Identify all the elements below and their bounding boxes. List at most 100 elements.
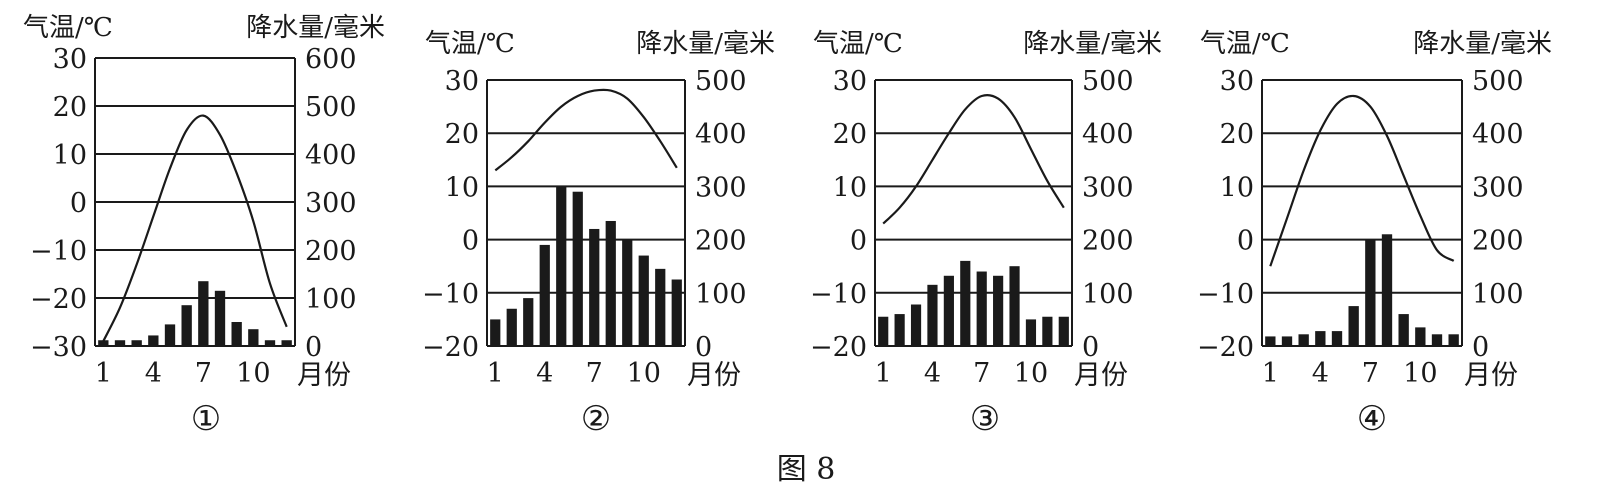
precip-bar [1281,336,1293,346]
temp-tick-label: 0 [462,226,479,257]
precip-bar [148,335,159,346]
precip-axis-title: 降水量/毫米 [1413,29,1552,59]
month-tick-label: 4 [1312,358,1329,389]
month-axis-title: 月份 [687,360,741,391]
temp-tick-label: −10 [30,236,87,267]
precip-tick-label: 100 [305,284,357,315]
temp-tick-label: −10 [810,279,867,310]
temp-axis-title: 气温/℃ [23,13,113,43]
precip-tick-label: 300 [695,172,747,203]
temp-axis-title: 气温/℃ [1200,29,1290,59]
climate-chart-2: 气温/℃ 降水量/毫米3020100−10−2050040030020010001… [422,29,775,439]
precip-tick-label: 0 [305,332,322,363]
precip-bar [894,314,905,346]
precip-tick-label: 500 [1082,66,1134,97]
precip-bar [589,228,600,346]
climate-chart-3: 气温/℃ 降水量/毫米3020100−10−2050040030020010001… [810,29,1162,439]
temp-axis-title: 气温/℃ [813,29,903,59]
precip-bar [943,275,954,346]
temp-tick-label: 10 [1220,172,1254,203]
temp-tick-label: 20 [53,92,87,123]
month-axis-title: 月份 [1074,360,1128,391]
precip-bar [114,340,126,346]
precip-tick-label: 0 [695,332,712,363]
precip-bar [1298,334,1309,346]
precip-bar [539,244,550,346]
temp-tick-label: 20 [445,119,479,150]
precip-bar [1448,334,1459,346]
month-tick-label: 1 [1262,358,1279,389]
precip-tick-label: 0 [1472,332,1489,363]
precip-bar [572,191,583,346]
temperature-line [882,94,1065,225]
precip-bar [214,290,226,346]
precip-bar [98,340,109,346]
month-tick-label: 1 [487,358,504,389]
precip-bar [231,322,242,346]
precip-tick-label: 400 [1082,119,1134,150]
month-tick-label: 10 [1014,358,1048,389]
month-axis-title: 月份 [297,360,351,391]
temp-tick-label: 30 [53,44,87,75]
precip-bar [1009,266,1020,346]
month-tick-label: 4 [145,358,162,389]
precip-bar [131,340,142,346]
precip-tick-label: 500 [1472,66,1524,97]
climate-chart-4: 气温/℃ 降水量/毫米3020100−10−2050040030020010001… [1197,29,1552,439]
month-tick-label: 10 [236,358,270,389]
precip-bar [181,305,192,346]
precip-axis-title: 降水量/毫米 [246,13,385,43]
precip-bar [910,304,922,346]
temp-tick-label: 10 [833,172,867,203]
temp-tick-label: 0 [1237,226,1254,257]
precip-bar [198,281,209,346]
temp-tick-label: 10 [53,140,87,171]
precip-bar [993,275,1004,346]
precip-bar [622,239,633,346]
precip-tick-label: 300 [305,188,357,219]
temp-tick-label: −10 [1197,279,1254,310]
temp-tick-label: 20 [833,119,867,150]
precip-tick-label: 400 [695,119,747,150]
precip-tick-label: 400 [305,140,357,171]
precip-bar [878,316,889,346]
chart-number-label: ② [581,399,611,439]
precip-axis-title: 降水量/毫米 [636,29,775,59]
precip-tick-label: 100 [1082,279,1134,310]
precip-tick-label: 100 [695,279,747,310]
precip-bar [655,268,666,346]
precip-bar [281,340,292,346]
temp-tick-label: −20 [422,332,479,363]
precip-tick-label: 200 [305,236,357,267]
precip-bar [264,340,276,346]
precip-bar [927,284,938,346]
month-tick-label: 7 [973,358,990,389]
precip-bar [638,255,649,346]
temp-tick-label: 0 [850,226,867,257]
chart-number-label: ③ [970,399,1000,439]
month-tick-label: 4 [536,358,553,389]
precip-bar [1398,314,1409,346]
climate-chart-1: 气温/℃ 降水量/毫米3020100−10−20−3060050040030020… [23,13,385,439]
temp-tick-label: 30 [1220,66,1254,97]
month-tick-label: 10 [1403,358,1437,389]
temp-tick-label: −20 [810,332,867,363]
precip-tick-label: 100 [1472,279,1524,310]
precip-bar [523,298,534,346]
precip-tick-label: 600 [305,44,357,75]
chart-number-label: ④ [1357,399,1387,439]
month-tick-label: 1 [875,358,892,389]
precip-tick-label: 300 [1472,172,1524,203]
temp-tick-label: 0 [70,188,87,219]
precip-bar [1058,316,1069,346]
precip-bar [1315,331,1326,346]
precip-bar [1415,327,1426,346]
precip-tick-label: 200 [695,226,747,257]
precip-bar [556,186,567,346]
temp-tick-label: −20 [1197,332,1254,363]
temp-axis-title: 气温/℃ [425,29,515,59]
month-tick-label: 10 [627,358,661,389]
month-tick-label: 1 [95,358,112,389]
precip-tick-label: 200 [1472,226,1524,257]
